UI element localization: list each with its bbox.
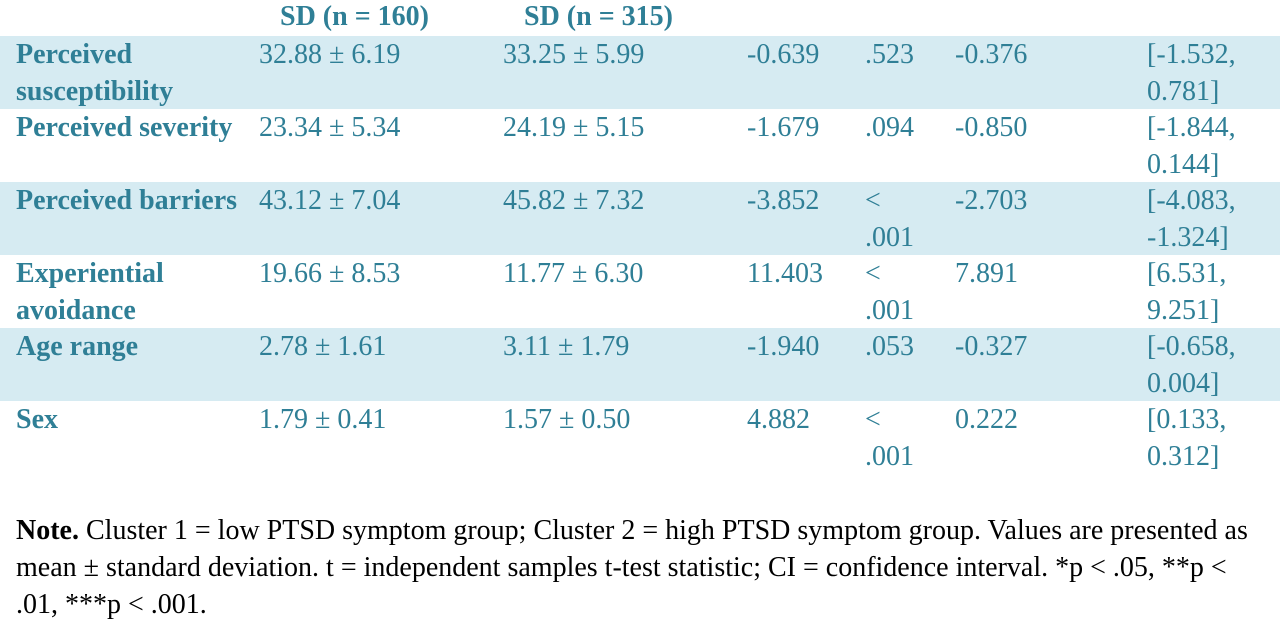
cluster2-mean-sd: 33.25 ± 5.99 [503, 39, 645, 70]
confidence-interval: [6.531, 9.251] [1147, 258, 1227, 326]
row-label: Experiential avoidance [16, 258, 164, 326]
row-label: Sex [16, 404, 58, 435]
p-value: .094 [865, 112, 914, 143]
table-row: Perceived severity 23.34 ± 5.34 24.19 ± … [0, 109, 1280, 182]
t-statistic: 11.403 [747, 258, 823, 289]
table-row: Perceived susceptibility 32.88 ± 6.19 33… [0, 36, 1280, 109]
confidence-interval: [-1.532, 0.781] [1147, 39, 1236, 107]
row-label: Age range [16, 331, 139, 362]
cluster2-mean-sd: 3.11 ± 1.79 [503, 331, 630, 362]
row-label: Perceived susceptibility [16, 39, 174, 107]
table-row: Perceived barriers 43.12 ± 7.04 45.82 ± … [0, 182, 1280, 255]
p-value: < .001 [865, 258, 914, 326]
t-statistic: -1.940 [747, 331, 820, 362]
confidence-interval: [-4.083, -1.324] [1147, 185, 1236, 253]
column-header-cluster1-sd: SD (n = 160) [280, 1, 429, 32]
cluster2-mean-sd: 24.19 ± 5.15 [503, 112, 645, 143]
cluster2-mean-sd: 45.82 ± 7.32 [503, 185, 645, 216]
mean-difference: -0.376 [955, 39, 1028, 70]
column-header-cluster2-sd: SD (n = 315) [524, 1, 673, 32]
table-row: Experiential avoidance 19.66 ± 8.53 11.7… [0, 255, 1280, 328]
p-value: < .001 [865, 404, 914, 472]
table-note: Note. Cluster 1 = low PTSD symptom group… [16, 512, 1268, 623]
mean-difference: -0.850 [955, 112, 1028, 143]
t-statistic: -0.639 [747, 39, 820, 70]
note-text: Cluster 1 = low PTSD symptom group; Clus… [16, 515, 1248, 620]
confidence-interval: [-0.658, 0.004] [1147, 331, 1236, 399]
p-value: .523 [865, 39, 914, 70]
row-label: Perceived barriers [16, 185, 238, 216]
cluster2-mean-sd: 11.77 ± 6.30 [503, 258, 644, 289]
confidence-interval: [0.133, 0.312] [1147, 404, 1227, 472]
cluster1-mean-sd: 32.88 ± 6.19 [259, 39, 401, 70]
t-statistic: -3.852 [747, 185, 820, 216]
cluster1-mean-sd: 2.78 ± 1.61 [259, 331, 387, 362]
cluster1-mean-sd: 19.66 ± 8.53 [259, 258, 401, 289]
cluster2-mean-sd: 1.57 ± 0.50 [503, 404, 631, 435]
t-statistic: 4.882 [747, 404, 810, 435]
cluster1-mean-sd: 23.34 ± 5.34 [259, 112, 401, 143]
mean-difference: -0.327 [955, 331, 1028, 362]
t-statistic: -1.679 [747, 112, 820, 143]
row-label: Perceived severity [16, 112, 233, 143]
table-row: Sex 1.79 ± 0.41 1.57 ± 0.50 4.882 < .001… [0, 401, 1280, 474]
p-value: .053 [865, 331, 914, 362]
cluster1-mean-sd: 43.12 ± 7.04 [259, 185, 401, 216]
cluster1-mean-sd: 1.79 ± 0.41 [259, 404, 387, 435]
mean-difference: 0.222 [955, 404, 1018, 435]
table-row: Age range 2.78 ± 1.61 3.11 ± 1.79 -1.940… [0, 328, 1280, 401]
note-label: Note. [16, 515, 79, 546]
p-value: < .001 [865, 185, 914, 253]
mean-difference: 7.891 [955, 258, 1018, 289]
confidence-interval: [-1.844, 0.144] [1147, 112, 1236, 180]
mean-difference: -2.703 [955, 185, 1028, 216]
